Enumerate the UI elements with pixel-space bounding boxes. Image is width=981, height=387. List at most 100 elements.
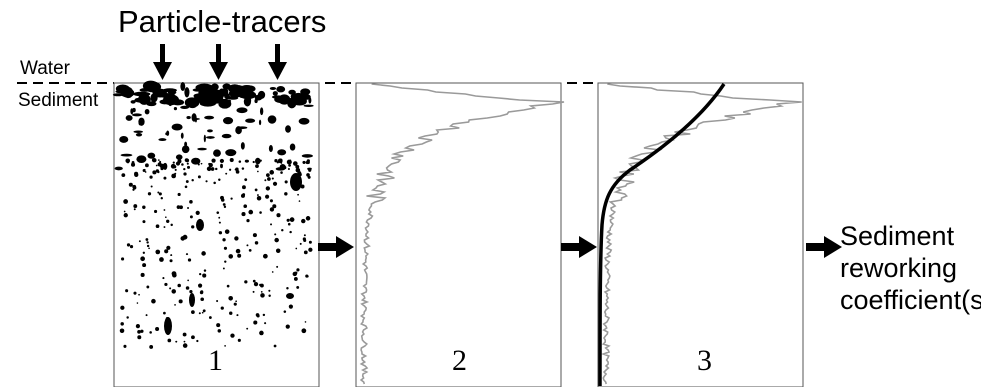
tracer-particle [265, 194, 270, 199]
tracer-particle [123, 199, 129, 204]
tracer-particle [300, 184, 305, 189]
tracer-particle [150, 93, 158, 103]
tracer-particle [298, 117, 310, 125]
tracer-particle [133, 208, 136, 211]
tracer-particle [145, 314, 148, 317]
tracer-particle [157, 159, 160, 161]
tracer-particle [216, 211, 220, 214]
tracer-particle [228, 295, 233, 301]
tracer-particle [182, 332, 187, 337]
tracer-particle [227, 84, 242, 93]
tracer-particle [252, 233, 257, 238]
tracer-particle [176, 205, 181, 209]
tracer-particle [208, 162, 211, 166]
tracer-particle [284, 180, 288, 184]
tracer-particle [220, 163, 223, 169]
tracer-particle [119, 328, 125, 334]
tracer-particle [197, 175, 201, 179]
tracer-particle [267, 177, 271, 181]
tracer-particle [260, 291, 263, 293]
tracer-particle [171, 173, 176, 179]
sediment-label: Sediment [18, 90, 99, 111]
tracer-particle [125, 115, 133, 121]
tracer-particle [174, 168, 177, 171]
tracer-particle [303, 234, 306, 237]
tracer-particle [253, 282, 259, 287]
tracer-particle [157, 162, 162, 167]
tracer-particle [217, 329, 222, 333]
tracer-particle [199, 272, 202, 276]
tracer-particle [286, 218, 290, 222]
tracer-particle [229, 311, 233, 315]
tracer-particle [241, 212, 246, 217]
water-label: Water [20, 58, 70, 79]
tracer-particle [276, 265, 279, 268]
tracer-particle [200, 162, 203, 165]
tracer-particle [286, 293, 294, 299]
tracer-particle [140, 272, 145, 278]
tracer-particle [257, 170, 259, 173]
tracer-particle [169, 259, 173, 263]
tracer-particle [146, 244, 150, 248]
tracer-particle [238, 160, 242, 163]
tracer-particle [275, 248, 281, 253]
tracer-particle [305, 216, 311, 221]
tracer-particle [140, 329, 144, 333]
tracer-particle [203, 86, 215, 92]
tracer-particle [256, 314, 260, 318]
tracer-particle [272, 91, 278, 96]
tracer-particle [230, 333, 235, 338]
tracer-particle [216, 300, 219, 303]
tracer-particle [203, 134, 206, 143]
tracer-particle [306, 173, 310, 177]
tracer-particle [171, 271, 177, 276]
fitted-model-curve [598, 83, 726, 387]
tracer-particle [171, 123, 183, 131]
tracer-particle [198, 283, 203, 288]
tracer-particle [285, 125, 291, 133]
tracer-particle [171, 289, 176, 294]
tracer-particle [164, 317, 172, 335]
tracer-particle [260, 293, 265, 298]
tracer-particle [173, 165, 177, 169]
tracer-particle [303, 250, 308, 255]
tracer-particle [201, 311, 204, 314]
arrow-right-icon [561, 236, 597, 258]
tracer-particle [242, 193, 246, 197]
tracer-particle [252, 279, 256, 283]
tracer-particle [123, 86, 133, 98]
tracer-particle [271, 177, 274, 180]
tracer-particle [225, 172, 228, 175]
tracer-particle [258, 119, 262, 126]
tracer-particle [177, 192, 181, 197]
tracer-particle [197, 163, 200, 166]
tracer-particle [246, 327, 249, 330]
tracer-particle [133, 130, 144, 133]
tracer-particle [287, 222, 291, 226]
tracer-particle [218, 99, 232, 109]
tracer-particle [292, 161, 298, 166]
tracer-particle [208, 316, 212, 319]
tracer-particle [163, 176, 167, 180]
tracer-particle [286, 286, 289, 290]
tracer-particle [215, 167, 218, 171]
tracer-particle [180, 82, 186, 91]
tracer-particle [203, 269, 207, 272]
tracer-particle [213, 149, 221, 157]
tracer-particle [285, 324, 290, 329]
tracer-particle [191, 113, 197, 122]
tracer-particle [274, 233, 277, 236]
tracer-particle [172, 161, 175, 164]
tracer-particle [179, 205, 183, 210]
tracer-particle [146, 285, 150, 289]
tracer-particle [128, 182, 133, 187]
tracer-particle [226, 284, 230, 288]
tracer-particle [165, 132, 168, 136]
tracer-particle [185, 180, 189, 183]
tracer-particle [191, 225, 195, 229]
tracer-particle [301, 154, 313, 158]
tracer-particle [269, 86, 277, 90]
tracer-particle [241, 167, 245, 170]
tracer-particle [189, 293, 195, 307]
tracer-particle [270, 171, 273, 174]
